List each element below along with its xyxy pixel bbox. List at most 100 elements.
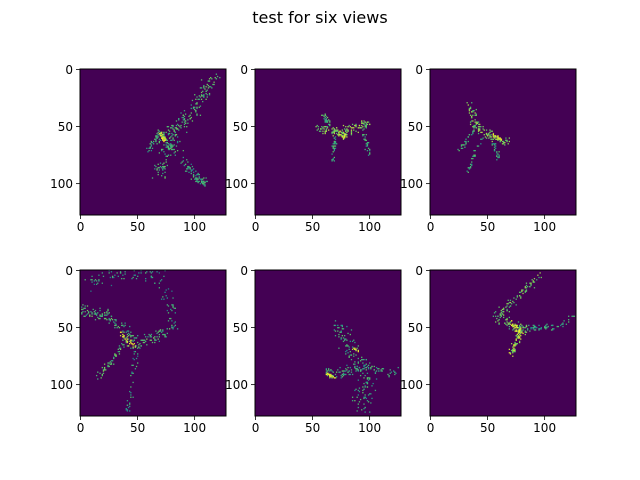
heatmap-cell bbox=[469, 106, 472, 108]
heatmap-cell bbox=[205, 177, 207, 179]
heatmap-cell bbox=[350, 134, 353, 136]
heatmap-cell bbox=[208, 92, 211, 95]
heatmap-cell bbox=[363, 128, 365, 130]
y-tick-label: 50 bbox=[408, 120, 423, 134]
heatmap-cell bbox=[103, 369, 106, 371]
heatmap-cell bbox=[216, 75, 219, 78]
heatmap-cell bbox=[320, 130, 322, 132]
heatmap-cell bbox=[515, 330, 517, 332]
heatmap-cell bbox=[206, 83, 208, 86]
heatmap-cell bbox=[487, 134, 489, 136]
heatmap-cell bbox=[162, 168, 164, 170]
heatmap-cell bbox=[531, 327, 533, 329]
heatmap-cell bbox=[507, 143, 509, 145]
heatmap-cell bbox=[513, 324, 515, 327]
heatmap-cell bbox=[349, 340, 351, 343]
heatmap-cell bbox=[84, 279, 86, 281]
heatmap-cell bbox=[166, 142, 168, 144]
heatmap-cell bbox=[116, 272, 118, 274]
heatmap-cell bbox=[153, 143, 155, 145]
heatmap-cell bbox=[365, 145, 367, 147]
heatmap-cell bbox=[166, 139, 168, 142]
heatmap-cell bbox=[501, 143, 504, 145]
heatmap-cell bbox=[508, 140, 511, 143]
heatmap-cell bbox=[366, 378, 369, 380]
heatmap-cell bbox=[167, 147, 170, 150]
heatmap-cell bbox=[207, 84, 210, 87]
heatmap-cell bbox=[137, 335, 139, 337]
heatmap-cell bbox=[333, 160, 336, 162]
heatmap-cell bbox=[100, 377, 102, 379]
heatmap-cell bbox=[529, 330, 531, 332]
heatmap-cell bbox=[165, 159, 167, 161]
heatmap-cell bbox=[118, 353, 121, 355]
heatmap-cell bbox=[203, 177, 205, 179]
heatmap-cell bbox=[334, 324, 337, 327]
heatmap-cell bbox=[517, 321, 520, 323]
x-tick-label: 100 bbox=[358, 220, 381, 234]
heatmap-cell bbox=[158, 272, 161, 274]
heatmap-cell bbox=[332, 135, 334, 137]
heatmap-cell bbox=[145, 272, 147, 274]
heatmap-cell bbox=[472, 130, 474, 132]
heatmap-cell bbox=[188, 165, 190, 168]
heatmap-cell bbox=[365, 366, 367, 369]
heatmap-cell bbox=[153, 337, 155, 339]
heatmap-cell bbox=[330, 376, 332, 378]
heatmap-cell bbox=[366, 365, 369, 368]
heatmap-cell bbox=[141, 339, 143, 341]
heatmap-cell bbox=[485, 132, 488, 135]
heatmap-cell bbox=[155, 135, 157, 137]
heatmap-cell bbox=[165, 336, 167, 338]
heatmap-cell bbox=[363, 377, 365, 379]
heatmap-cell bbox=[107, 362, 109, 364]
heatmap-cell bbox=[82, 308, 84, 311]
heatmap-cell bbox=[99, 307, 101, 309]
heatmap-background bbox=[255, 270, 401, 416]
heatmap-cell bbox=[176, 123, 179, 126]
heatmap-cell bbox=[206, 94, 208, 96]
heatmap-cell bbox=[521, 289, 523, 291]
heatmap-cell bbox=[181, 121, 183, 123]
heatmap-cell bbox=[82, 304, 84, 306]
heatmap-cell bbox=[154, 336, 156, 338]
heatmap-cell bbox=[482, 137, 484, 139]
heatmap-cell bbox=[167, 312, 170, 314]
heatmap-cell bbox=[357, 362, 359, 364]
heatmap-cell bbox=[371, 397, 373, 400]
heatmap-cell bbox=[516, 336, 518, 338]
heatmap-cell bbox=[350, 358, 353, 361]
heatmap-cell bbox=[343, 339, 346, 341]
heatmap-cell bbox=[334, 143, 337, 145]
heatmap-cell bbox=[515, 324, 517, 327]
heatmap-cell bbox=[145, 340, 147, 343]
heatmap-cell bbox=[159, 162, 162, 164]
heatmap-cell bbox=[190, 172, 192, 175]
heatmap-cell bbox=[122, 274, 124, 276]
heatmap-cell bbox=[568, 315, 570, 317]
heatmap-cell bbox=[129, 405, 131, 408]
heatmap-cell bbox=[164, 153, 166, 155]
heatmap-cell bbox=[500, 314, 503, 316]
heatmap-cell bbox=[357, 406, 359, 409]
heatmap-cell bbox=[347, 130, 349, 132]
heatmap-cell bbox=[341, 129, 343, 131]
heatmap-cell bbox=[324, 130, 326, 132]
heatmap-cell bbox=[345, 126, 347, 128]
heatmap-cell bbox=[358, 124, 361, 127]
heatmap-cell bbox=[167, 154, 170, 156]
heatmap-cell bbox=[108, 312, 110, 314]
heatmap-cell bbox=[328, 373, 330, 376]
heatmap-cell bbox=[498, 319, 500, 321]
heatmap-cell bbox=[189, 167, 191, 169]
heatmap-cell bbox=[515, 339, 517, 341]
heatmap-cell bbox=[150, 140, 153, 143]
heatmap-background bbox=[430, 270, 576, 416]
heatmap-cell bbox=[108, 365, 110, 368]
heatmap-cell bbox=[496, 152, 498, 154]
heatmap-cell bbox=[521, 331, 523, 333]
heatmap-cell bbox=[492, 136, 495, 138]
heatmap-cell bbox=[530, 327, 532, 329]
heatmap-cell bbox=[364, 136, 366, 138]
